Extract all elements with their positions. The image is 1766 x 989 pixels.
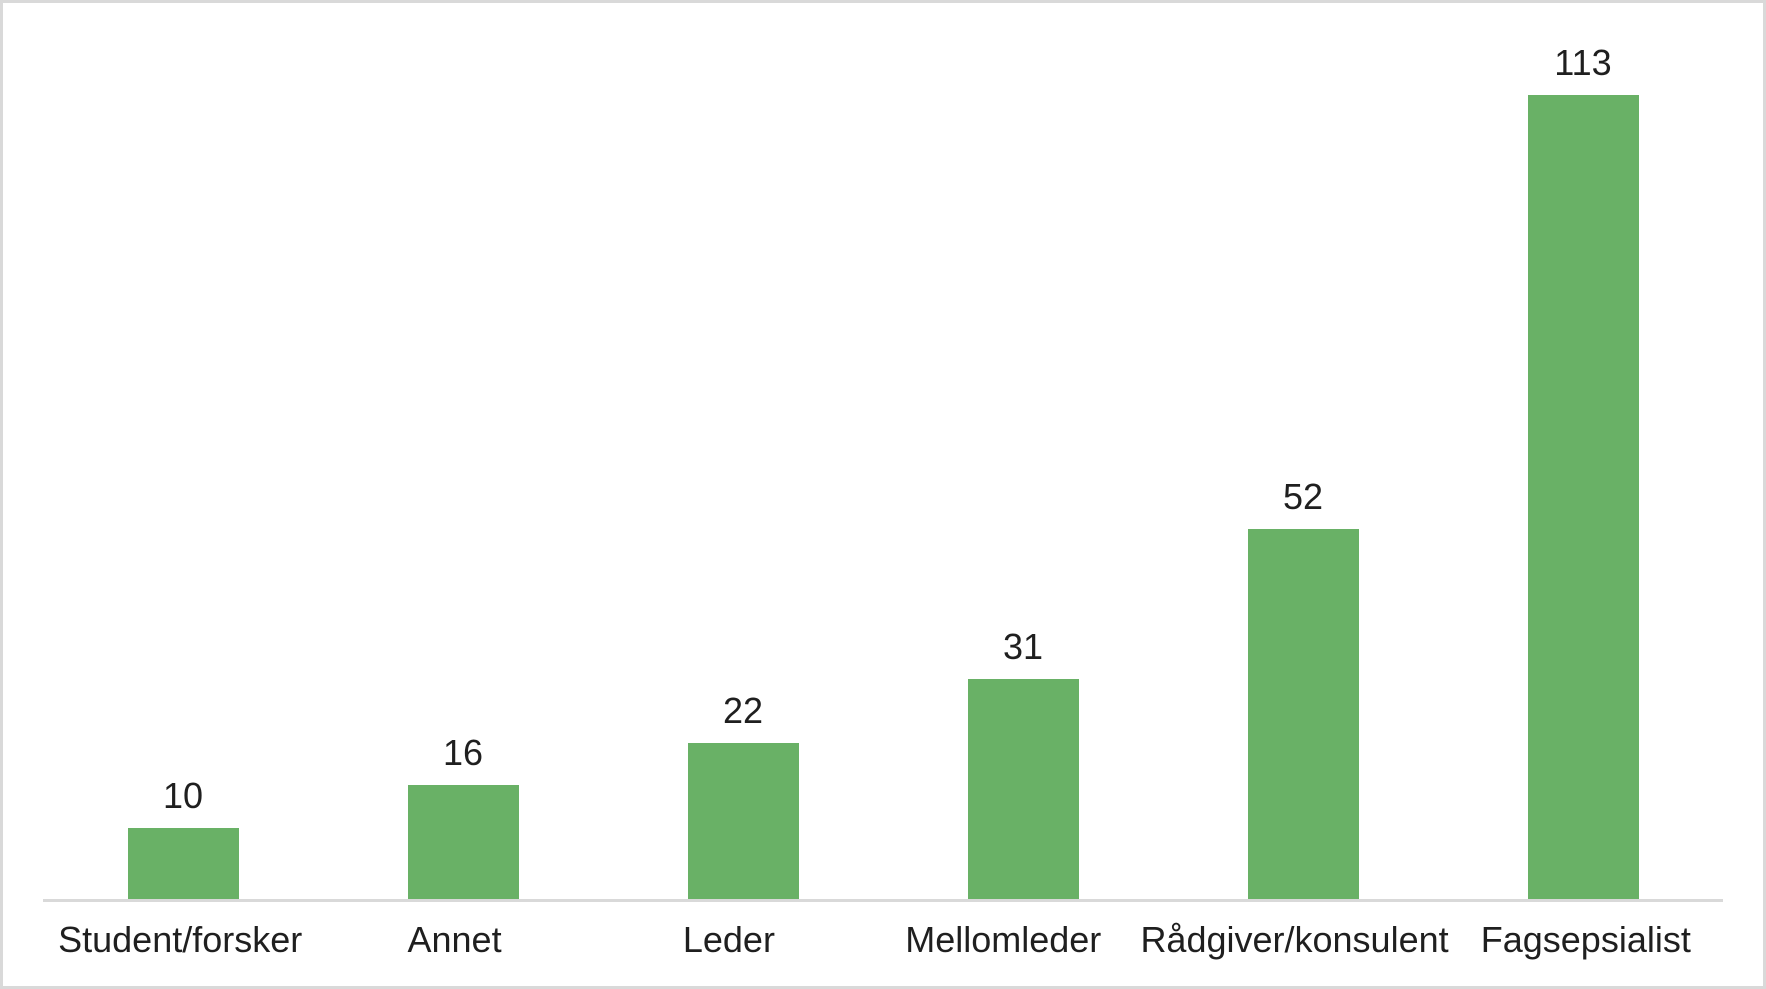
category-label: Annet (407, 919, 502, 960)
value-label: 113 (1554, 42, 1612, 83)
category-label: Fagsepsialist (1480, 919, 1691, 960)
value-label: 22 (722, 690, 764, 731)
bar[interactable] (967, 679, 1079, 899)
bar-column: 22 (603, 3, 883, 899)
bar[interactable] (1527, 95, 1639, 899)
value-label: 52 (1282, 476, 1324, 517)
bar[interactable] (687, 743, 799, 899)
category-label: Student/forsker (58, 919, 303, 960)
value-label: 31 (1002, 626, 1044, 667)
bar[interactable] (1247, 529, 1359, 899)
value-label: 16 (442, 732, 484, 773)
value-label: 10 (162, 775, 204, 816)
bar-column: 16 (323, 3, 603, 899)
bars-container: 10 16 22 31 52 113 (43, 3, 1723, 899)
category-label: Leder (682, 919, 775, 960)
bar-column: 113 (1443, 3, 1723, 899)
category-label: Rådgiver/konsulent (1140, 919, 1449, 960)
bar-column: 31 (883, 3, 1163, 899)
bar-column: 52 (1163, 3, 1443, 899)
x-axis-labels: Student/forsker Annet Leder Mellomleder Rådg… (43, 918, 1723, 962)
category-label: Mellomleder (905, 919, 1102, 960)
bar-column: 10 (43, 3, 323, 899)
bar[interactable] (127, 828, 239, 899)
plot-area: 10 16 22 31 52 113 (43, 3, 1723, 902)
bar[interactable] (407, 785, 519, 899)
